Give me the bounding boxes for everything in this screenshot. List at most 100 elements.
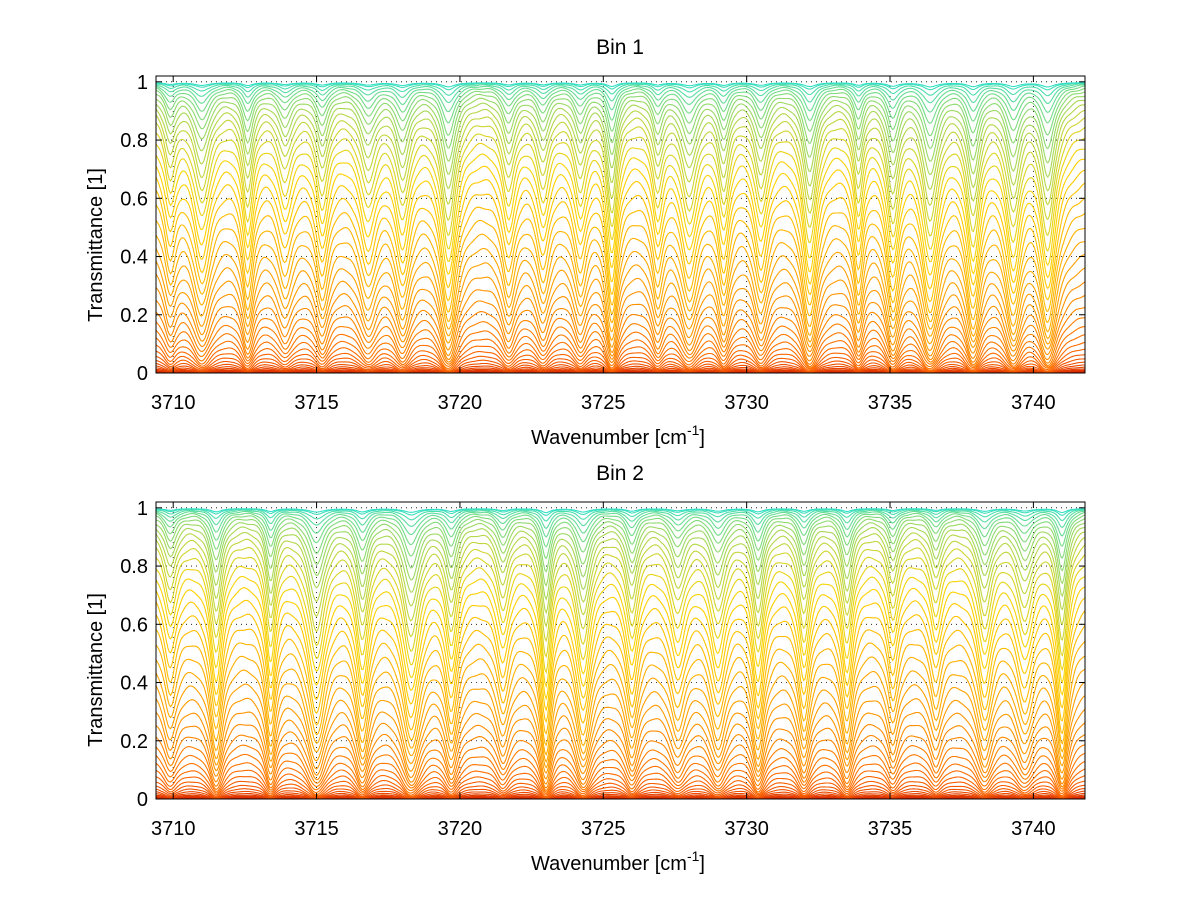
spectrum-line	[156, 326, 1085, 368]
x-axis-label-superscript: -1	[687, 422, 700, 438]
y-tick-label: 0.8	[120, 130, 148, 152]
spectrum-line	[156, 775, 1085, 798]
spectrum-line	[156, 148, 1085, 267]
spectrum-line	[156, 99, 1085, 178]
x-axis-label-main: Wavenumber [cm	[531, 853, 687, 875]
spectrum-line	[156, 508, 1085, 514]
axes-frame	[155, 501, 1086, 800]
spectrum-line	[156, 508, 1085, 522]
spectrum-line	[156, 531, 1085, 615]
spectrum-line	[156, 610, 1085, 724]
tick-marks: 3710 3715 3720 3725 3730 3735 3740 0 0.2 0.4 0.6 0.…	[120, 498, 1085, 840]
spectrum-line	[156, 597, 1085, 712]
subplot-bin-1: 3710 3715 3720 3725 3730 3735 3740 0 0.2 0.4 0.6 0.…	[85, 36, 1086, 449]
spectrum-line	[156, 509, 1085, 530]
y-tick-label: 0.4	[120, 673, 148, 695]
spectrum-line	[156, 744, 1085, 792]
y-tick-label: 1	[137, 72, 148, 94]
spectrum-line	[156, 544, 1085, 643]
spectrum-line	[156, 281, 1085, 357]
spectrum-line	[156, 95, 1085, 164]
spectrum-line	[156, 182, 1085, 303]
spectrum-line	[156, 348, 1085, 372]
spectrum-line	[156, 126, 1085, 237]
spectrum-line	[156, 511, 1085, 548]
spectrum-line	[156, 655, 1085, 756]
x-axis-label-main: Wavenumber [cm	[531, 427, 687, 449]
spectrum-line	[156, 83, 1085, 105]
spectrum-line	[156, 84, 1085, 114]
series-group	[156, 508, 1085, 799]
spectrum-line	[156, 508, 1085, 516]
x-tick-label: 3740	[1011, 818, 1056, 840]
x-tick-label: 3740	[1011, 392, 1056, 414]
x-tick-label: 3725	[581, 392, 626, 414]
spectrum-line	[156, 708, 1085, 780]
x-tick-label: 3730	[724, 818, 769, 840]
spectrum-line	[156, 586, 1085, 701]
tick-marks: 3710 3715 3720 3725 3730 3735 3740 0 0.2 0.4 0.6 0.…	[120, 72, 1085, 414]
spectrum-line	[156, 267, 1085, 352]
spectrum-line	[156, 784, 1085, 799]
spectrum-line	[156, 87, 1085, 137]
x-tick-label: 3710	[151, 392, 196, 414]
x-tick-label: 3720	[438, 818, 483, 840]
subplot-bin-2: 3710 3715 3720 3725 3730 3735 3740 0 0.2 0.4 0.6 0.…	[85, 462, 1086, 875]
spectrum-line	[156, 722, 1085, 785]
x-tick-label: 3715	[294, 818, 339, 840]
spectrum-line	[156, 341, 1085, 371]
y-tick-label: 0	[137, 363, 148, 385]
y-tick-label: 0.4	[120, 247, 148, 269]
y-tick-label: 0.6	[120, 614, 148, 636]
spectrum-line	[156, 537, 1085, 628]
x-tick-label: 3735	[868, 818, 913, 840]
spectrum-line	[156, 760, 1085, 795]
x-tick-label: 3735	[868, 392, 913, 414]
spectrum-line	[156, 85, 1085, 124]
x-axis-label-end: ]	[699, 427, 705, 449]
spectrum-line	[156, 294, 1085, 361]
spectrum-line	[156, 787, 1085, 799]
x-axis-label-end: ]	[699, 853, 705, 875]
spectrum-line	[156, 752, 1085, 793]
spectrum-line	[156, 82, 1085, 97]
series-group	[156, 82, 1085, 373]
spectrum-line	[156, 554, 1085, 659]
spectrum-line	[156, 227, 1085, 333]
spectrum-line	[156, 575, 1085, 689]
spectrum-line	[156, 137, 1085, 252]
x-tick-label: 3725	[581, 818, 626, 840]
y-tick-label: 0	[137, 789, 148, 811]
spectrum-line	[156, 109, 1085, 207]
spectrum-line	[156, 82, 1085, 88]
spectrum-line	[156, 695, 1085, 774]
spectrum-line	[156, 681, 1085, 769]
spectrum-line	[156, 241, 1085, 340]
x-axis-label: Wavenumber [cm-1]	[531, 422, 705, 449]
spectrum-line	[156, 734, 1085, 789]
spectrum-line	[156, 510, 1085, 538]
spectrum-line	[156, 197, 1085, 314]
spectrum-line	[156, 306, 1085, 364]
spectrum-line	[156, 169, 1085, 290]
spectrum-line	[156, 565, 1085, 674]
y-tick-label: 0.2	[120, 731, 148, 753]
x-axis-label-superscript: -1	[687, 848, 700, 864]
spectrum-line	[156, 212, 1085, 324]
spectrum-line	[156, 668, 1085, 763]
spectrum-line	[156, 254, 1085, 345]
x-tick-label: 3720	[438, 392, 483, 414]
x-tick-label: 3710	[151, 818, 196, 840]
axes-frame	[155, 75, 1086, 374]
spectrum-line	[156, 104, 1085, 192]
spectrum-line	[156, 768, 1085, 796]
y-tick-label: 0.6	[120, 188, 148, 210]
spectrum-line	[156, 780, 1085, 799]
x-axis-label: Wavenumber [cm-1]	[531, 848, 705, 875]
spectrum-line	[156, 640, 1085, 747]
spectrum-line	[156, 518, 1085, 573]
y-axis-label: Transmittance [1]	[85, 593, 107, 747]
spectrum-line	[156, 790, 1085, 799]
chart-title: Bin 1	[596, 36, 644, 59]
